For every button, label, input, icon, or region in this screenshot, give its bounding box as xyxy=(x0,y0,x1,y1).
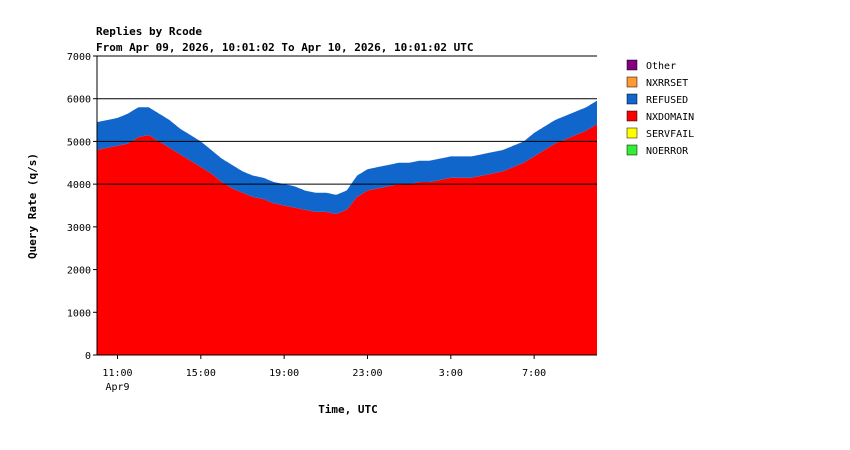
chart-title: Replies by Rcode xyxy=(96,25,202,38)
x-tick-label: 3:00 xyxy=(439,368,463,379)
legend-swatch-nxdomain xyxy=(626,110,638,122)
x-tick-label: 19:00 xyxy=(269,368,299,379)
legend-label-servfail: SERVFAIL xyxy=(646,129,694,140)
y-tick-label: 7000 xyxy=(67,52,91,63)
x-tick-label: 7:00 xyxy=(522,368,546,379)
legend-swatch-nxrrset xyxy=(626,76,638,88)
series-area-refused xyxy=(97,100,597,214)
legend-swatch-refused xyxy=(626,93,638,105)
legend-label-refused: REFUSED xyxy=(646,95,688,106)
y-tick-label: 0 xyxy=(85,351,91,362)
y-tick-label: 6000 xyxy=(67,95,91,106)
y-axis-label: Query Rate (q/s) xyxy=(26,153,39,259)
x-tick-label: 11:00 xyxy=(102,368,132,379)
legend-label-nxrrset: NXRRSET xyxy=(646,78,688,89)
legend-swatch-noerror xyxy=(626,144,638,156)
plot-area xyxy=(97,100,597,355)
x-tick-label: 15:00 xyxy=(186,368,216,379)
y-axis-ticks: 0 1000 2000 3000 4000 5000 6000 7000 xyxy=(67,52,97,362)
x-tick-sublabel: Apr9 xyxy=(105,382,129,393)
legend: Other NXRRSET REFUSED NXDOMAIN SERVFAIL NOERR… xyxy=(626,59,694,157)
y-tick-label: 5000 xyxy=(67,137,91,148)
y-tick-label: 4000 xyxy=(67,180,91,191)
x-axis-ticks: 11:00 Apr9 15:00 19:00 23:00 3:00 7:00 xyxy=(102,355,546,393)
legend-label-noerror: NOERROR xyxy=(646,146,689,157)
y-tick-label: 2000 xyxy=(67,266,91,277)
x-tick-label: 23:00 xyxy=(352,368,382,379)
series-area-nxdomain xyxy=(97,124,597,355)
y-tick-label: 3000 xyxy=(67,223,91,234)
y-tick-label: 1000 xyxy=(67,308,91,319)
legend-swatch-servfail xyxy=(626,127,638,139)
axes xyxy=(96,56,597,356)
legend-swatch-other xyxy=(626,59,638,71)
gridlines xyxy=(97,55,597,185)
legend-label-nxdomain: NXDOMAIN xyxy=(646,112,694,123)
x-axis-label: Time, UTC xyxy=(318,403,378,416)
chart-subtitle: From Apr 09, 2026, 10:01:02 To Apr 10, 2… xyxy=(96,41,474,54)
legend-label-other: Other xyxy=(646,61,676,72)
